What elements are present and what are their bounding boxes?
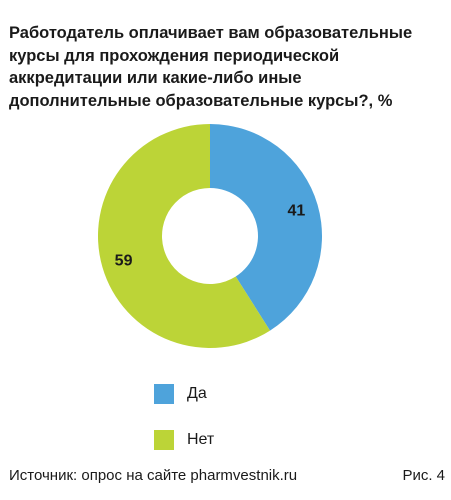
slice-da [210,124,323,331]
legend-item-da: Да [154,384,214,404]
slice-net [98,124,271,348]
data-labels: 41 59 [115,202,306,269]
legend-swatch-net [154,430,174,450]
data-label-net: 59 [115,253,133,270]
donut-slices [98,124,323,348]
legend: Да Нет [154,384,214,476]
figure-number: Рис. 4 [402,467,445,484]
source-note: Источник: опрос на сайте pharmvestnik.ru [9,467,298,484]
data-label-da: 41 [288,202,306,219]
legend-item-net: Нет [154,430,214,450]
chart-title: Работодатель оплачивает вам образователь… [9,24,413,110]
legend-swatch-da [154,384,174,404]
legend-label-net: Нет [187,431,215,448]
donut-chart: 41 59 [98,124,323,348]
legend-label-da: Да [187,385,207,402]
